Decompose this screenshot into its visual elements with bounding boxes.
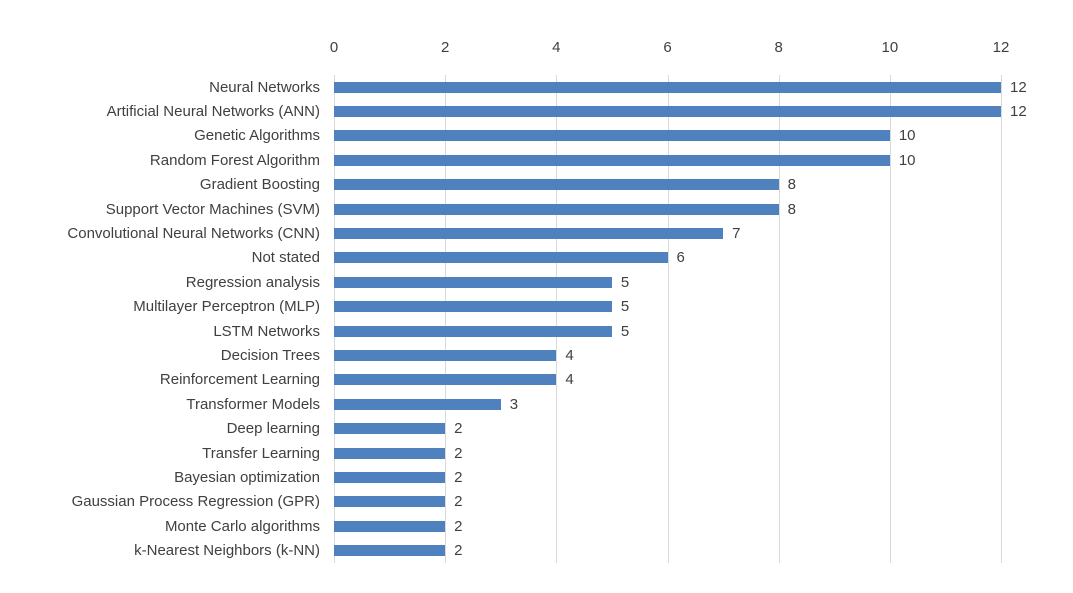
category-label: k-Nearest Neighbors (k-NN) [134, 542, 320, 560]
value-label: 5 [620, 298, 630, 316]
value-label: 5 [620, 273, 630, 291]
bar [334, 154, 890, 166]
bar-row: Deep learning 2 [0, 417, 1073, 441]
bar [334, 130, 890, 142]
bar-row: LSTM Networks 5 [0, 319, 1073, 343]
bar-row: Bayesian optimization 2 [0, 465, 1073, 489]
category-label: Monte Carlo algorithms [164, 517, 320, 535]
bar [334, 228, 724, 240]
bar [334, 545, 446, 557]
bar [334, 276, 612, 288]
bar [334, 423, 446, 435]
bar-row: Artificial Neural Networks (ANN) 12 [0, 99, 1073, 123]
category-label: Convolutional Neural Networks (CNN) [67, 225, 320, 243]
category-label: Multilayer Perceptron (MLP) [133, 298, 320, 316]
bar [334, 301, 612, 313]
bar [334, 203, 779, 215]
bar [334, 325, 612, 337]
category-label: Gradient Boosting [199, 176, 320, 194]
gridline [334, 75, 335, 563]
x-axis-tick-label: 8 [774, 39, 783, 56]
value-label: 3 [509, 395, 519, 413]
bar-row: Random Forest Algorithm 10 [0, 148, 1073, 172]
bar [334, 398, 501, 410]
value-label: 5 [620, 322, 630, 340]
bar-row: Reinforcement Learning 4 [0, 368, 1073, 392]
bar-row: Regression analysis 5 [0, 270, 1073, 294]
value-label: 2 [454, 493, 463, 511]
gridline [1001, 75, 1002, 563]
x-axis-tick-label: 2 [440, 39, 450, 56]
x-axis-tick-label: 12 [992, 39, 1010, 56]
gridline [778, 75, 780, 563]
bar [334, 106, 1001, 118]
bar-row: Decision Trees 4 [0, 343, 1073, 367]
category-label: Artificial Neural Networks (ANN) [106, 103, 320, 121]
value-label: 2 [454, 444, 463, 462]
value-label: 8 [787, 200, 796, 218]
gridline [667, 75, 669, 563]
bar [334, 179, 779, 191]
value-label: 10 [898, 151, 916, 169]
value-label: 6 [676, 249, 685, 267]
category-label: LSTM Networks [213, 322, 320, 340]
value-label: 10 [898, 127, 916, 145]
category-label: Gaussian Process Regression (GPR) [71, 493, 320, 511]
bar-row: Convolutional Neural Networks (CNN) 7 [0, 221, 1073, 245]
gridline [445, 75, 447, 563]
bar-row: Neural Networks 12 [0, 75, 1073, 99]
category-label: Transfer Learning [202, 444, 320, 462]
value-label: 2 [454, 469, 463, 487]
bar-row: Not stated 6 [0, 246, 1073, 270]
bar-row: k-Nearest Neighbors (k-NN) 2 [0, 539, 1073, 563]
value-label: 8 [787, 176, 796, 194]
value-label: 12 [1010, 103, 1027, 121]
category-label: Not stated [251, 249, 320, 267]
bar-row: Multilayer Perceptron (MLP) 5 [0, 295, 1073, 319]
bar-row: Support Vector Machines (SVM) 8 [0, 197, 1073, 221]
x-axis-tick-label: 4 [552, 39, 561, 56]
category-label: Decision Trees [220, 347, 320, 365]
gridline [556, 75, 558, 563]
category-label: Regression analysis [185, 273, 320, 291]
value-label: 2 [454, 542, 463, 560]
bar [334, 472, 446, 484]
bar [334, 350, 557, 362]
bar [334, 520, 446, 532]
value-label: 12 [1010, 78, 1027, 96]
bar-row: Transformer Models 3 [0, 392, 1073, 416]
bar [334, 252, 668, 264]
bar-row: Gaussian Process Regression (GPR) 2 [0, 490, 1073, 514]
value-label: 4 [565, 371, 574, 389]
category-label: Neural Networks [209, 78, 320, 96]
category-label: Support Vector Machines (SVM) [105, 200, 320, 218]
bar-row: Gradient Boosting 8 [0, 173, 1073, 197]
bar [334, 447, 446, 459]
value-label: 2 [454, 420, 463, 438]
x-axis-tick-label: 0 [329, 39, 339, 56]
value-label: 4 [565, 347, 574, 365]
x-axis-tick-label: 10 [881, 39, 899, 56]
category-label: Reinforcement Learning [159, 371, 320, 389]
value-label: 2 [454, 517, 463, 535]
category-label: Genetic Algorithms [194, 127, 320, 145]
bar-row: Transfer Learning 2 [0, 441, 1073, 465]
category-label: Random Forest Algorithm [149, 151, 320, 169]
bar [334, 81, 1001, 93]
category-label: Transformer Models [186, 395, 320, 413]
x-axis-tick-label: 6 [663, 39, 672, 56]
bar-row: Monte Carlo algorithms 2 [0, 514, 1073, 538]
bar [334, 496, 446, 508]
bar [334, 374, 557, 386]
category-label: Bayesian optimization [174, 469, 320, 487]
gridline [889, 75, 891, 563]
bar-row: Genetic Algorithms 10 [0, 124, 1073, 148]
category-label: Deep learning [226, 420, 320, 438]
value-label: 7 [732, 225, 741, 243]
